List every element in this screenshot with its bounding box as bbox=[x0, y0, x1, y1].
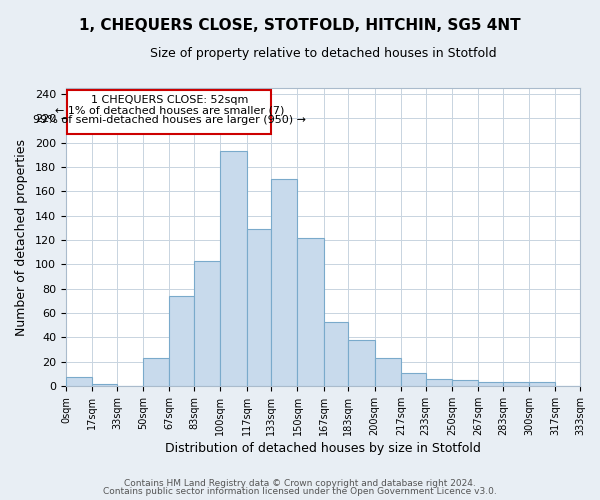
Bar bbox=[452, 380, 478, 386]
Bar bbox=[247, 229, 271, 386]
Title: Size of property relative to detached houses in Stotfold: Size of property relative to detached ho… bbox=[149, 48, 496, 60]
Bar bbox=[425, 378, 452, 386]
Bar bbox=[194, 260, 220, 386]
Bar bbox=[529, 382, 555, 386]
Text: Contains HM Land Registry data © Crown copyright and database right 2024.: Contains HM Land Registry data © Crown c… bbox=[124, 478, 476, 488]
Bar bbox=[66, 378, 92, 386]
Bar bbox=[92, 384, 117, 386]
Bar bbox=[220, 152, 247, 386]
Bar bbox=[478, 382, 503, 386]
X-axis label: Distribution of detached houses by size in Stotfold: Distribution of detached houses by size … bbox=[165, 442, 481, 455]
Text: Contains public sector information licensed under the Open Government Licence v3: Contains public sector information licen… bbox=[103, 487, 497, 496]
Y-axis label: Number of detached properties: Number of detached properties bbox=[15, 138, 28, 336]
Bar bbox=[271, 180, 298, 386]
FancyBboxPatch shape bbox=[67, 90, 271, 134]
Bar bbox=[401, 372, 425, 386]
Bar bbox=[503, 382, 529, 386]
Bar bbox=[324, 322, 349, 386]
Text: ← 1% of detached houses are smaller (7): ← 1% of detached houses are smaller (7) bbox=[55, 105, 284, 115]
Bar bbox=[298, 238, 324, 386]
Text: 99% of semi-detached houses are larger (950) →: 99% of semi-detached houses are larger (… bbox=[33, 115, 306, 125]
Bar bbox=[349, 340, 374, 386]
Bar bbox=[374, 358, 401, 386]
Bar bbox=[143, 358, 169, 386]
Bar bbox=[169, 296, 194, 386]
Text: 1, CHEQUERS CLOSE, STOTFOLD, HITCHIN, SG5 4NT: 1, CHEQUERS CLOSE, STOTFOLD, HITCHIN, SG… bbox=[79, 18, 521, 32]
Text: 1 CHEQUERS CLOSE: 52sqm: 1 CHEQUERS CLOSE: 52sqm bbox=[91, 96, 248, 106]
